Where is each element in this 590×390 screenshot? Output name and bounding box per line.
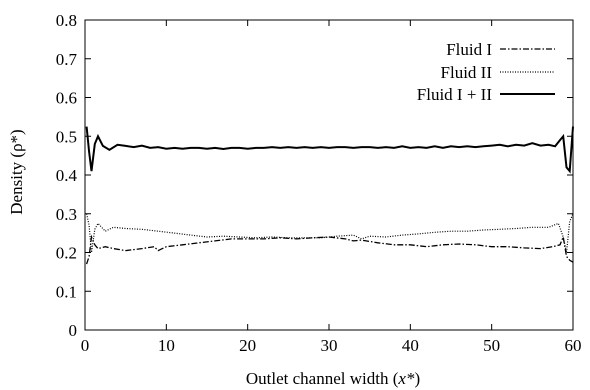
y-tick-label: 0.1 [56, 282, 77, 301]
y-tick-label: 0.5 [56, 127, 77, 146]
x-tick-label: 30 [321, 336, 338, 355]
legend: Fluid I Fluid II Fluid I + II [417, 40, 555, 104]
series-line-fluid-i-ii [85, 126, 574, 174]
y-tick-label: 0.7 [56, 50, 78, 69]
x-tick-label: 10 [158, 336, 175, 355]
y-tick-label: 0.2 [56, 244, 77, 263]
y-axis-title: Density (ρ*) [7, 129, 26, 214]
series-line-fluid-i [85, 234, 574, 265]
legend-label: Fluid I [446, 40, 492, 59]
y-tick-label: 0.4 [56, 166, 78, 185]
x-axis-title: Outlet channel width (x*) [246, 369, 420, 388]
y-tick-label: 0.3 [56, 205, 77, 224]
y-tick-label: 0 [69, 321, 78, 340]
series-line-fluid-ii [86, 213, 574, 253]
y-tick-label: 0.6 [56, 89, 77, 108]
x-tick-label: 40 [402, 336, 419, 355]
legend-label: Fluid I + II [417, 85, 493, 104]
x-tick-label: 20 [239, 336, 256, 355]
plot-frame [84, 19, 574, 331]
x-tick-label: 50 [483, 336, 500, 355]
y-tick-label: 0.8 [56, 11, 77, 30]
plot-area [85, 126, 574, 265]
legend-label: Fluid II [441, 63, 493, 82]
x-tick-label: 60 [565, 336, 582, 355]
axes: 0 10 20 30 40 50 60 0 0.1 0.2 0.3 0.4 0.5 0.6 0.7 0.8 [56, 11, 582, 355]
x-tick-label: 0 [81, 336, 90, 355]
